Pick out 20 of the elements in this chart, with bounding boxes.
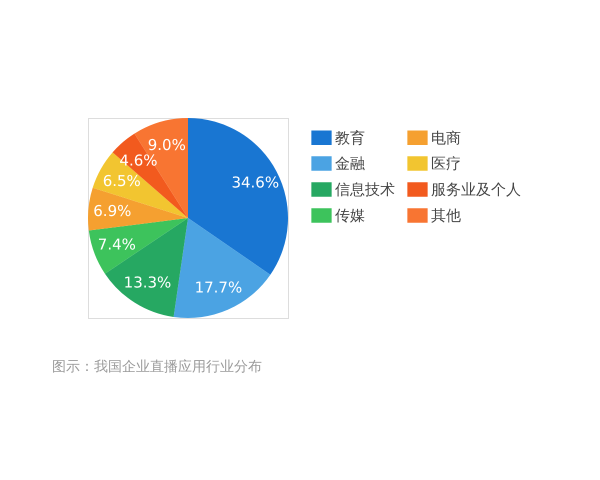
pie-slice — [88, 218, 188, 274]
legend-label: 教育 — [335, 128, 365, 147]
data-label: 13.3% — [124, 273, 172, 292]
legend-label: 信息技术 — [335, 180, 395, 198]
pie-slice — [92, 152, 188, 218]
text: 图示：我国企业直播应用行业分布 — [52, 359, 262, 375]
pie-slice — [188, 118, 288, 275]
legend-label: 医疗 — [431, 154, 461, 172]
legend-label: 金融 — [335, 154, 365, 172]
legend-label: 服务业及个人 — [431, 180, 521, 198]
legend-label: 其他 — [431, 206, 461, 224]
legend-label: 电商 — [431, 128, 461, 147]
data-label: 6.5% — [102, 172, 141, 190]
data-label: 7.4% — [98, 236, 136, 254]
pie-slice — [88, 188, 188, 231]
data-label: 17.7% — [194, 278, 242, 297]
pie-slice — [174, 218, 270, 318]
data-label: 6.9% — [93, 202, 132, 220]
legend-label: 传媒 — [335, 206, 365, 224]
data-label: 34.6% — [231, 174, 280, 192]
